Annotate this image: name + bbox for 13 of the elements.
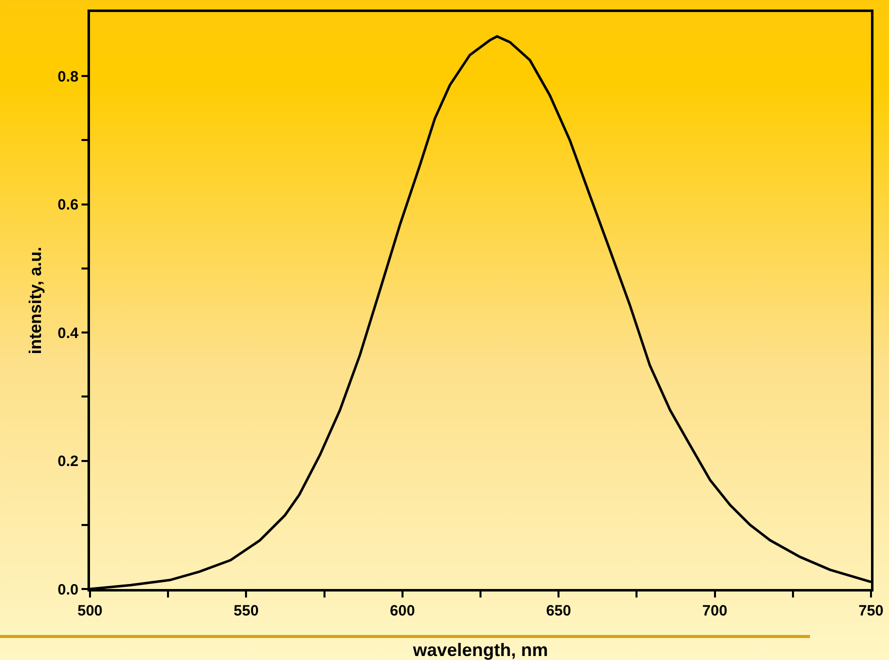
y-tick-label: 0.8 — [58, 68, 78, 86]
y-tick-label: 0.6 — [58, 196, 78, 214]
x-tick-label: 700 — [702, 602, 728, 620]
x-tick-label: 750 — [858, 602, 884, 620]
y-axis-title: intensity, a.u. — [26, 246, 45, 354]
y-tick-label: 0.4 — [58, 324, 80, 342]
x-tick-label: 600 — [390, 602, 415, 620]
y-tick-label: 0.0 — [58, 581, 78, 598]
x-tick-label: 650 — [546, 602, 572, 620]
x-axis-title: wavelength, nm — [412, 640, 548, 660]
y-tick-label: 0.2 — [58, 453, 78, 470]
x-tick-label: 500 — [77, 602, 103, 620]
x-tick-label: 550 — [234, 602, 259, 620]
